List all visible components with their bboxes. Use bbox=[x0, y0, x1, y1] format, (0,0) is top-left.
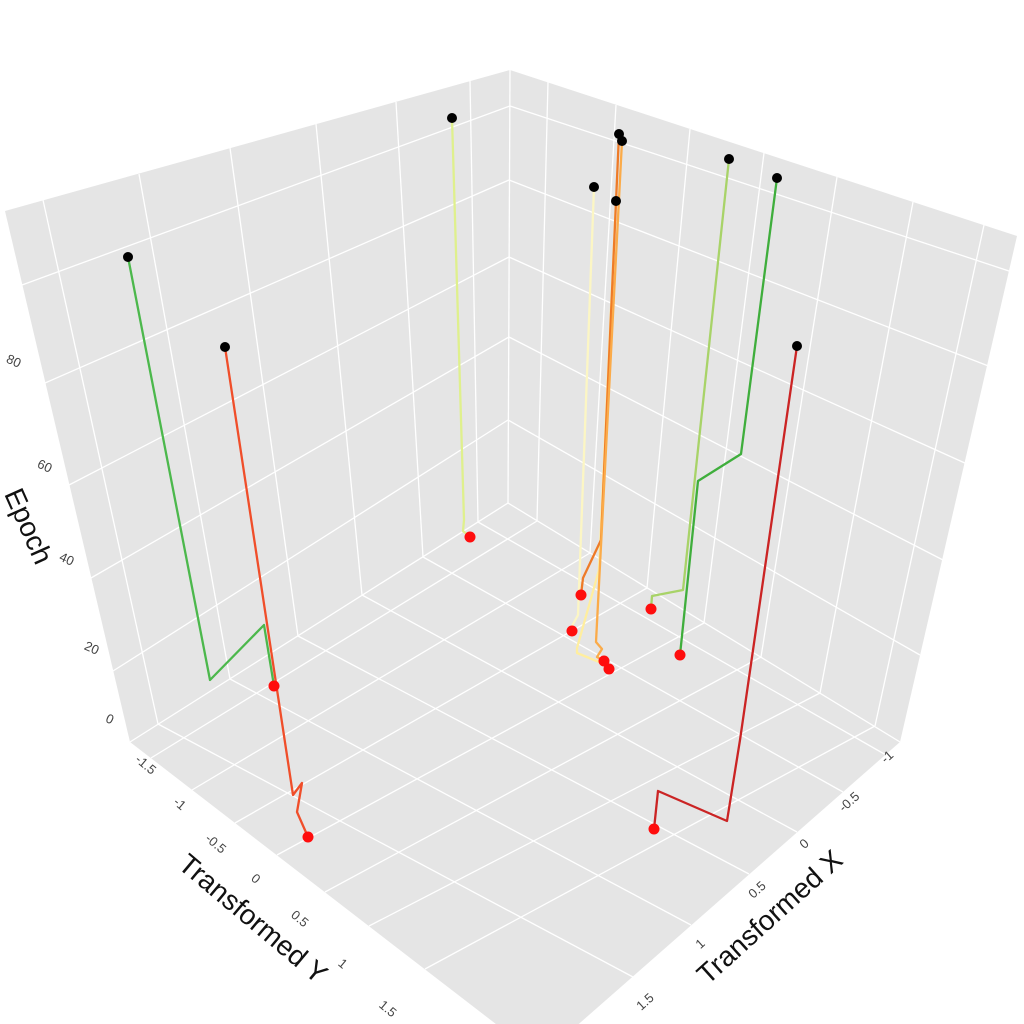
y-axis-tick: -0.5 bbox=[202, 831, 229, 857]
grid-lines bbox=[21, 69, 1013, 978]
x-axis-tick: 0 bbox=[796, 836, 811, 852]
grid-line bbox=[191, 552, 591, 791]
trajectory-start-marker-1[interactable] bbox=[464, 531, 476, 543]
grid-line bbox=[229, 147, 299, 637]
grid-line bbox=[361, 594, 798, 833]
x-axis-tick: 1.5 bbox=[633, 990, 656, 1013]
grid-line bbox=[469, 80, 479, 523]
grid-line bbox=[819, 201, 914, 694]
trajectory-start-marker-9[interactable] bbox=[268, 680, 280, 692]
grid-line bbox=[229, 678, 692, 926]
grid-line bbox=[42, 199, 159, 725]
floor-pane bbox=[130, 503, 900, 1024]
trajectory-line-10[interactable] bbox=[223, 345, 310, 839]
grid-line bbox=[536, 81, 549, 522]
grid-line bbox=[112, 419, 509, 672]
trajectory-end-marker-2[interactable] bbox=[589, 182, 599, 192]
y-axis-tick: 1 bbox=[335, 955, 350, 971]
grid-line bbox=[21, 105, 511, 286]
grid-line bbox=[424, 725, 876, 970]
trajectory-end-marker-9[interactable] bbox=[123, 252, 133, 262]
trajectory-start-marker-2[interactable] bbox=[566, 625, 578, 637]
trajectories bbox=[126, 116, 799, 839]
trajectory-end-marker-3[interactable] bbox=[611, 196, 621, 206]
trajectory-line-8[interactable] bbox=[652, 344, 799, 831]
right-wall-pane bbox=[508, 70, 1017, 742]
grid-line bbox=[509, 105, 1013, 273]
grid-line bbox=[68, 256, 510, 486]
trajectory-start-marker-8[interactable] bbox=[648, 823, 660, 835]
grid-line bbox=[874, 224, 985, 727]
y-axis-tick: -1 bbox=[171, 794, 189, 813]
grid-line bbox=[760, 176, 838, 658]
grid-line bbox=[508, 179, 992, 368]
trajectory-start-marker-3[interactable] bbox=[603, 663, 615, 675]
grid-line bbox=[150, 520, 538, 759]
grid-line bbox=[646, 128, 691, 589]
z-axis-tick: 60 bbox=[35, 456, 54, 476]
trajectory-line-6[interactable] bbox=[649, 157, 731, 611]
grid-line bbox=[368, 692, 821, 927]
axis-corner-edge bbox=[129, 502, 509, 743]
x-axis-tick: 0.5 bbox=[745, 878, 768, 901]
z-axis-tick: 40 bbox=[57, 549, 76, 569]
z-axis-tick: 0 bbox=[103, 711, 116, 728]
z-axis-title: Epoch bbox=[0, 484, 59, 569]
grid-line bbox=[324, 656, 762, 893]
grid-line bbox=[422, 556, 844, 793]
trajectory-line-4[interactable] bbox=[579, 132, 621, 597]
grid-line bbox=[395, 101, 424, 558]
grid-line bbox=[315, 123, 363, 596]
trajectory-start-marker-10[interactable] bbox=[302, 831, 314, 843]
grid-line bbox=[90, 336, 510, 579]
y-axis-tick: 0.5 bbox=[288, 907, 311, 930]
trajectory-markers bbox=[123, 113, 802, 843]
axis-panes bbox=[5, 70, 1017, 1024]
trajectory-start-marker-5[interactable] bbox=[598, 655, 610, 667]
trajectory-start-marker-4[interactable] bbox=[575, 589, 587, 601]
trajectory-start-marker-6[interactable] bbox=[645, 603, 657, 615]
trajectory-end-marker-5[interactable] bbox=[617, 136, 627, 146]
grid-line bbox=[276, 622, 705, 856]
tick-labels: 020406080-1.5-1-0.500.511.5-1-0.500.511.… bbox=[4, 351, 896, 1020]
grid-line bbox=[138, 173, 231, 680]
grid-line bbox=[703, 152, 765, 624]
trajectory-end-marker-6[interactable] bbox=[724, 154, 734, 164]
grid-line bbox=[44, 179, 510, 384]
x-axis-tick: 1 bbox=[692, 936, 707, 952]
z-axis-tick: 80 bbox=[4, 351, 23, 371]
grid-line bbox=[589, 104, 617, 554]
grid-line bbox=[234, 587, 648, 824]
axis-corner-edge bbox=[507, 69, 511, 504]
left-wall-pane bbox=[5, 70, 510, 742]
y-axis-tick: 0 bbox=[248, 870, 263, 886]
trajectory-start-marker-7[interactable] bbox=[674, 649, 686, 661]
trajectory-line-7[interactable] bbox=[678, 176, 779, 657]
axis-corner-edge bbox=[507, 502, 901, 743]
grid-line bbox=[157, 723, 634, 978]
trajectory-end-marker-7[interactable] bbox=[772, 173, 782, 183]
trajectory-end-marker-10[interactable] bbox=[220, 342, 230, 352]
trajectory-end-marker-1[interactable] bbox=[447, 113, 457, 123]
trajectory-line-9[interactable] bbox=[126, 255, 276, 688]
z-axis-tick: 20 bbox=[82, 638, 101, 658]
trajectory-end-marker-8[interactable] bbox=[792, 341, 802, 351]
grid-line bbox=[507, 419, 921, 656]
y-axis-tick: 1.5 bbox=[376, 997, 399, 1020]
